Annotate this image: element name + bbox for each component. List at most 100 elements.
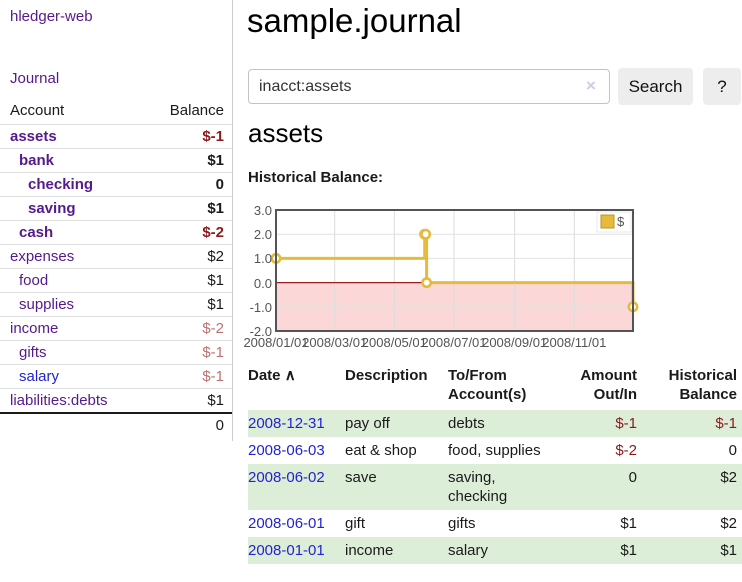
- account-link[interactable]: liabilities:debts: [10, 392, 108, 409]
- account-balance: $-1: [148, 364, 232, 389]
- sort-asc-icon: ∧: [284, 367, 296, 384]
- x-axis-tick-label: 2008/09/01: [482, 335, 548, 350]
- account-row: salary $-1: [0, 364, 232, 389]
- sidebar: hledger-web Journal Account Balance asse…: [0, 0, 233, 441]
- x-axis-tick-label: 2008/05/01: [361, 335, 427, 350]
- transaction-balance: $2: [720, 515, 737, 532]
- accounts-col-account: Account: [10, 102, 65, 119]
- transaction-date-link[interactable]: 2008-12-31: [248, 415, 325, 432]
- register-col-date[interactable]: Date ∧: [248, 367, 296, 384]
- account-row: liabilities:debts $1: [0, 388, 232, 413]
- account-row: income $-2: [0, 316, 232, 341]
- accounts-col-balance: Balance: [169, 102, 224, 119]
- y-axis-tick-label: 2.0: [253, 227, 272, 243]
- register-table: Date ∧ Description To/From Account(s) Am…: [248, 362, 742, 564]
- chart-canvas: $: [270, 209, 639, 332]
- accounts-total-value: 0: [148, 412, 232, 437]
- transaction-description: gift: [345, 515, 366, 532]
- transaction-balance: $2: [720, 469, 737, 486]
- register-col-amount: Amount Out/In: [580, 367, 637, 403]
- account-balance: $1: [148, 148, 232, 173]
- help-button[interactable]: ?: [703, 68, 741, 105]
- legend-label: $: [617, 214, 625, 229]
- account-heading: assets: [248, 118, 324, 148]
- accounts-total-row: 0: [0, 412, 232, 437]
- account-balance: $2: [148, 244, 232, 269]
- transaction-row[interactable]: 2008-06-02 save saving, checking 0 $2: [248, 464, 742, 510]
- account-balance: $1: [148, 268, 232, 293]
- account-row: supplies $1: [0, 292, 232, 317]
- y-axis-tick-label: -2.0: [249, 324, 272, 339]
- register-col-accounts: To/From Account(s): [448, 367, 527, 403]
- transaction-row[interactable]: 2008-06-01 gift gifts $1 $2: [248, 510, 742, 537]
- search-button[interactable]: Search: [618, 68, 693, 105]
- y-axis-tick-label: -1.0: [249, 299, 272, 315]
- transaction-row[interactable]: 2008-12-31 pay off debts $-1 $-1: [248, 410, 742, 437]
- account-link[interactable]: food: [19, 272, 49, 289]
- transaction-amount: $-1: [615, 415, 637, 432]
- historical-balance-chart: $3.0 2.0 1.0 0.0 -1.0 -2.0 2008/01/01 2008/03/0…: [243, 203, 644, 353]
- transaction-balance: 0: [728, 442, 737, 459]
- account-link[interactable]: income: [10, 320, 59, 337]
- x-axis-tick-label: 2008/11/01: [542, 335, 607, 350]
- account-balance: 0: [148, 172, 232, 197]
- account-link[interactable]: assets: [10, 128, 57, 145]
- transaction-description: eat & shop: [345, 442, 417, 459]
- y-axis-tick-label: 1.0: [253, 251, 272, 267]
- account-link[interactable]: supplies: [19, 296, 75, 313]
- account-balance: $-1: [148, 124, 232, 149]
- transaction-amount: 0: [628, 469, 637, 486]
- register-col-balance: Historical Balance: [668, 367, 737, 403]
- account-balance: $-2: [148, 316, 232, 341]
- x-axis-tick-label: 2008/01/01: [243, 335, 309, 350]
- transaction-date-link[interactable]: 2008-01-01: [248, 542, 325, 559]
- account-row: gifts $-1: [0, 340, 232, 365]
- transaction-balance: $1: [720, 542, 737, 559]
- account-link[interactable]: cash: [19, 224, 54, 241]
- account-row: food $1: [0, 268, 232, 293]
- account-balance: $-2: [148, 220, 232, 245]
- account-link[interactable]: salary: [19, 368, 60, 385]
- transaction-amount: $1: [620, 515, 637, 532]
- clear-search-icon[interactable]: ×: [586, 76, 596, 95]
- transaction-row[interactable]: 2008-01-01 income salary $1 $1: [248, 537, 742, 564]
- transaction-description: save: [345, 469, 377, 486]
- y-axis-tick-label: 0.0: [253, 275, 272, 291]
- account-row: expenses $2: [0, 244, 232, 269]
- account-link[interactable]: saving: [28, 200, 76, 217]
- transaction-date-link[interactable]: 2008-06-01: [248, 515, 325, 532]
- legend-swatch-icon: [600, 214, 615, 229]
- search-input[interactable]: [248, 69, 610, 104]
- transaction-balance: $-1: [715, 415, 737, 432]
- transaction-row[interactable]: 2008-06-03 eat & shop food, supplies $-2 0: [248, 437, 742, 464]
- account-balance: $1: [148, 388, 232, 413]
- transaction-date-link[interactable]: 2008-06-03: [248, 442, 325, 459]
- transaction-amount: $-2: [615, 442, 637, 459]
- account-link[interactable]: bank: [19, 152, 55, 169]
- account-balance: $1: [148, 196, 232, 221]
- app-home-link[interactable]: hledger-web: [10, 8, 93, 25]
- chart-title: Historical Balance:: [248, 169, 384, 186]
- account-row: checking 0: [0, 172, 232, 197]
- account-row: assets $-1: [0, 124, 232, 149]
- page-title: sample.journal: [247, 2, 462, 39]
- account-row: bank $1: [0, 148, 232, 173]
- y-axis-tick-label: 3.0: [253, 203, 272, 218]
- account-link[interactable]: checking: [28, 176, 94, 193]
- transaction-date-link[interactable]: 2008-06-02: [248, 469, 325, 486]
- account-link[interactable]: gifts: [19, 344, 47, 361]
- transaction-accounts: salary: [448, 542, 489, 559]
- accounts-table: Account Balance assets $-1 bank $1 checking 0…: [0, 98, 232, 437]
- x-axis-tick-label: 2008/07/01: [421, 335, 487, 350]
- register-col-description: Description: [345, 367, 428, 384]
- x-axis-tick-label: 2008/03/01: [302, 335, 368, 350]
- transaction-accounts: gifts: [448, 515, 476, 532]
- account-row: cash $-2: [0, 220, 232, 245]
- sidebar-item-journal[interactable]: Journal: [10, 70, 60, 87]
- account-balance: $1: [148, 292, 232, 317]
- transaction-description: pay off: [345, 415, 390, 432]
- transaction-accounts: food, supplies: [448, 442, 541, 459]
- account-link[interactable]: expenses: [10, 248, 75, 265]
- transaction-description: income: [345, 542, 394, 559]
